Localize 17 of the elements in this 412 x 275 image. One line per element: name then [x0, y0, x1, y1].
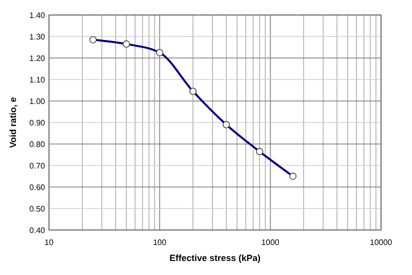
y-tick-label: 0.90 — [29, 118, 46, 128]
x-tick-label: 100 — [152, 238, 167, 247]
y-tick-label: 1.00 — [29, 97, 46, 106]
y-tick-label: 0.50 — [29, 204, 46, 214]
y-tick-label: 0.80 — [29, 140, 46, 149]
y-tick-label: 1.10 — [29, 76, 46, 84]
y-tick-label: 0.70 — [29, 162, 46, 170]
x-axis-title: Effective stress (kPa) — [169, 253, 261, 263]
y-axis-title: Void ratio, e — [8, 97, 18, 148]
y-tick-label: 1.30 — [29, 32, 46, 42]
y-tick-label: 0.60 — [29, 183, 46, 192]
x-tick-label: 10 — [44, 238, 54, 247]
y-tick-label: 1.40 — [29, 11, 46, 20]
x-tick-label: 1000 — [261, 238, 280, 247]
y-tick-label: 0.40 — [29, 226, 46, 235]
x-tick-label: 10000 — [370, 238, 393, 247]
y-tick-label: 1.20 — [29, 54, 46, 63]
